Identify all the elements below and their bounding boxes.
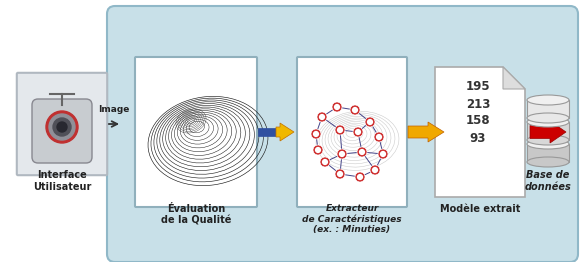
Circle shape	[357, 173, 364, 181]
Circle shape	[335, 125, 345, 135]
Circle shape	[313, 130, 320, 138]
FancyBboxPatch shape	[135, 57, 257, 207]
Text: 93: 93	[470, 132, 486, 145]
Text: Base de
données: Base de données	[525, 170, 571, 192]
Circle shape	[337, 149, 347, 159]
Circle shape	[370, 165, 380, 175]
Text: Extracteur
de Caractéristiques
(ex. : Minuties): Extracteur de Caractéristiques (ex. : Mi…	[302, 204, 402, 234]
FancyArrow shape	[258, 128, 278, 136]
Ellipse shape	[527, 113, 569, 123]
FancyArrow shape	[276, 123, 294, 141]
Text: Évaluation
de la Qualité: Évaluation de la Qualité	[161, 204, 231, 226]
Circle shape	[339, 150, 346, 157]
Circle shape	[53, 118, 71, 136]
Bar	[527, 144, 569, 162]
Circle shape	[353, 127, 363, 137]
Circle shape	[314, 146, 321, 154]
Circle shape	[311, 129, 321, 139]
Ellipse shape	[527, 117, 569, 127]
Circle shape	[372, 166, 379, 173]
Circle shape	[336, 127, 343, 134]
FancyBboxPatch shape	[32, 99, 92, 163]
Circle shape	[320, 157, 330, 167]
Text: Interface
Utilisateur: Interface Utilisateur	[33, 170, 91, 192]
Bar	[527, 122, 569, 140]
Circle shape	[350, 105, 360, 115]
Circle shape	[365, 117, 375, 127]
Circle shape	[57, 122, 67, 132]
Ellipse shape	[527, 135, 569, 145]
Polygon shape	[503, 67, 525, 89]
Text: 195: 195	[466, 80, 490, 94]
Circle shape	[49, 114, 75, 140]
Circle shape	[378, 149, 388, 159]
Polygon shape	[435, 67, 525, 197]
Circle shape	[46, 111, 78, 143]
Circle shape	[351, 106, 358, 113]
Circle shape	[336, 171, 343, 177]
Text: Image: Image	[99, 105, 130, 114]
Circle shape	[334, 103, 340, 111]
Text: 213: 213	[466, 97, 490, 111]
Circle shape	[379, 150, 386, 157]
Circle shape	[367, 118, 374, 125]
FancyArrow shape	[408, 122, 444, 142]
Circle shape	[321, 159, 328, 166]
FancyBboxPatch shape	[297, 57, 407, 207]
Bar	[527, 100, 569, 118]
Circle shape	[332, 102, 342, 112]
Ellipse shape	[527, 95, 569, 105]
Text: Modèle extrait: Modèle extrait	[440, 204, 520, 214]
FancyBboxPatch shape	[17, 73, 107, 175]
Circle shape	[357, 147, 367, 157]
Circle shape	[358, 149, 365, 156]
Circle shape	[375, 134, 382, 140]
Circle shape	[317, 112, 327, 122]
Circle shape	[374, 132, 384, 142]
Text: 158: 158	[466, 114, 490, 128]
FancyArrow shape	[530, 121, 566, 143]
Circle shape	[318, 113, 325, 121]
Circle shape	[313, 145, 323, 155]
Circle shape	[355, 172, 365, 182]
FancyBboxPatch shape	[107, 6, 578, 262]
Circle shape	[354, 128, 361, 135]
Ellipse shape	[527, 139, 569, 149]
Circle shape	[335, 169, 345, 179]
Ellipse shape	[527, 157, 569, 167]
